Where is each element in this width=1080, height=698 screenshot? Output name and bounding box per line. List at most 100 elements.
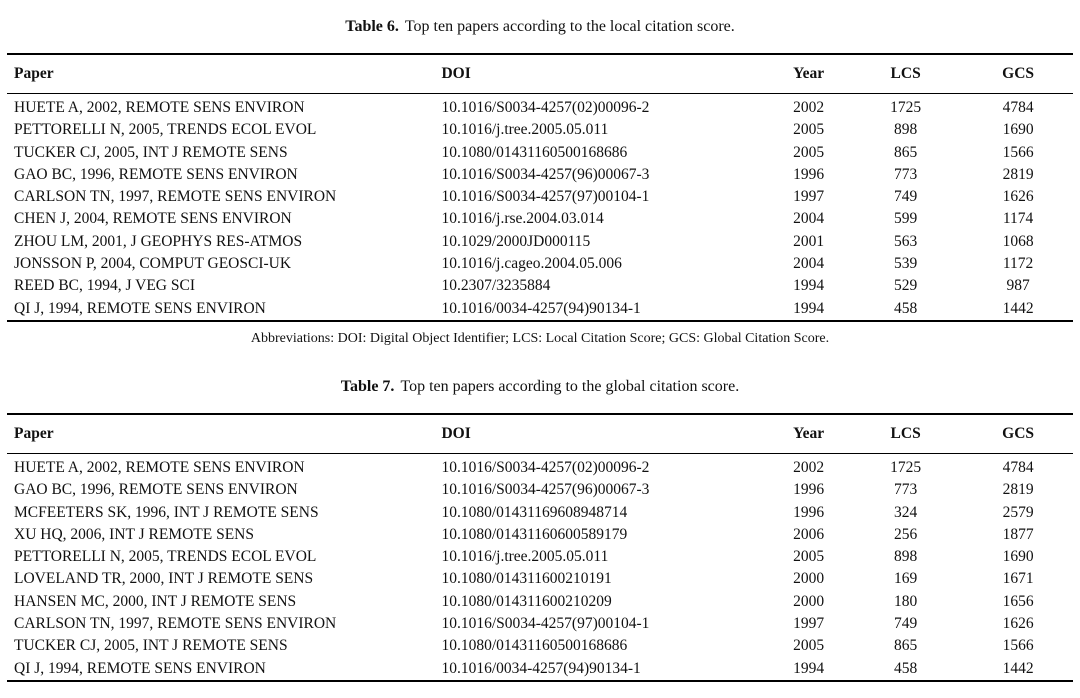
gcs-cell: 1442 (1002, 299, 1034, 317)
table-row: ZHOU LM, 2001, J GEOPHYS RES-ATMOS 10.10… (7, 231, 1073, 253)
gcs-cell: 1690 (1002, 548, 1034, 566)
table7-caption-label: Table 7. (340, 377, 395, 395)
year-cell: 2000 (793, 592, 825, 610)
doi-cell: 10.1016/j.tree.2005.05.011 (441, 548, 609, 566)
year-cell: 2006 (793, 525, 825, 543)
table-row: QI J, 1994, REMOTE SENS ENVIRON 10.1016/… (7, 298, 1073, 321)
paper-cell: MCFEETERS SK, 1996, INT J REMOTE SENS (14, 503, 319, 521)
table6-caption-label: Table 6. (345, 18, 399, 35)
year-cell: 2002 (793, 458, 825, 476)
column-header-year: Year (793, 65, 825, 82)
abbreviations-note: Abbreviations: DOI: Digital Object Ident… (250, 330, 830, 346)
doi-cell: 10.1016/S0034-4257(02)00096-2 (441, 458, 650, 476)
table-row: CHEN J, 2004, REMOTE SENS ENVIRON 10.101… (7, 208, 1073, 230)
local-citation-score-table: Paper DOI Year LCS GCS HUETE A, 2002, RE… (7, 53, 1073, 322)
table6-body: HUETE A, 2002, REMOTE SENS ENVIRON 10.10… (7, 94, 1073, 321)
table6-caption: Table 6. Top ten papers according to the … (7, 16, 1073, 38)
paper-cell: ZHOU LM, 2001, J GEOPHYS RES-ATMOS (14, 232, 303, 250)
year-cell: 2000 (793, 570, 825, 588)
year-cell: 1997 (793, 615, 825, 633)
year-cell: 2001 (793, 232, 825, 250)
doi-cell: 10.1016/S0034-4257(02)00096-2 (441, 99, 650, 116)
table-row: XU HQ, 2006, INT J REMOTE SENS 10.1080/0… (7, 524, 1073, 546)
paper-cell: CHEN J, 2004, REMOTE SENS ENVIRON (14, 210, 292, 228)
gcs-cell: 1174 (1002, 210, 1034, 228)
table-row: REED BC, 1994, J VEG SCI 10.2307/3235884… (7, 275, 1073, 297)
gcs-cell: 987 (1006, 277, 1030, 295)
table7-caption: Table 7. Top ten papers according to the … (7, 376, 1073, 398)
doi-cell: 10.1016/S0034-4257(97)00104-1 (441, 188, 650, 206)
doi-cell: 10.2307/3235884 (441, 277, 551, 295)
paper-cell: GAO BC, 1996, REMOTE SENS ENVIRON (14, 481, 298, 499)
column-header-lcs: LCS (890, 65, 921, 82)
year-cell: 1994 (793, 299, 825, 317)
table-row: GAO BC, 1996, REMOTE SENS ENVIRON 10.101… (7, 479, 1073, 501)
gcs-cell: 2579 (1002, 503, 1034, 521)
year-cell: 2005 (793, 548, 825, 566)
paper-cell: QI J, 1994, REMOTE SENS ENVIRON (14, 659, 266, 677)
column-header-doi: DOI (441, 65, 471, 82)
gcs-cell: 1442 (1002, 659, 1034, 677)
table-row: CARLSON TN, 1997, REMOTE SENS ENVIRON 10… (7, 613, 1073, 635)
table-row: TUCKER CJ, 2005, INT J REMOTE SENS 10.10… (7, 635, 1073, 657)
lcs-cell: 898 (893, 548, 918, 566)
gcs-cell: 2819 (1002, 165, 1034, 183)
gcs-cell: 2819 (1002, 481, 1034, 499)
year-cell: 2005 (793, 637, 825, 655)
lcs-cell: 1725 (890, 458, 922, 476)
paper-cell: HANSEN MC, 2000, INT J REMOTE SENS (14, 592, 297, 610)
year-cell: 1994 (793, 659, 825, 677)
gcs-cell: 1671 (1002, 570, 1034, 588)
paper-cell: LOVELAND TR, 2000, INT J REMOTE SENS (14, 570, 314, 588)
paper-cell: XU HQ, 2006, INT J REMOTE SENS (14, 525, 254, 543)
lcs-cell: 749 (893, 615, 918, 633)
table6-caption-text: Top ten papers according to the local ci… (404, 18, 735, 35)
doi-cell: 10.1016/S0034-4257(96)00067-3 (441, 165, 650, 183)
lcs-cell: 865 (893, 143, 918, 161)
paper-cell: HUETE A, 2002, REMOTE SENS ENVIRON (14, 99, 305, 116)
gcs-cell: 1877 (1002, 525, 1034, 543)
lcs-cell: 1725 (890, 99, 922, 116)
gcs-cell: 4784 (1002, 99, 1034, 116)
year-cell: 1997 (793, 188, 825, 206)
table-row: LOVELAND TR, 2000, INT J REMOTE SENS 10.… (7, 568, 1073, 590)
doi-cell: 10.1016/0034-4257(94)90134-1 (441, 659, 641, 677)
column-header-paper: Paper (14, 65, 54, 82)
column-header-year: Year (793, 424, 825, 442)
gcs-cell: 1656 (1002, 592, 1034, 610)
paper-cell: HUETE A, 2002, REMOTE SENS ENVIRON (14, 458, 305, 476)
doi-cell: 10.1080/01431160500168686 (441, 143, 628, 161)
lcs-cell: 749 (893, 188, 918, 206)
paper-cell: TUCKER CJ, 2005, INT J REMOTE SENS (14, 143, 288, 161)
column-header-lcs: LCS (890, 424, 921, 442)
lcs-cell: 539 (893, 255, 918, 273)
gcs-cell: 1690 (1002, 121, 1034, 139)
paper-cell: TUCKER CJ, 2005, INT J REMOTE SENS (14, 637, 288, 655)
doi-cell: 10.1029/2000JD000115 (441, 232, 591, 250)
column-header-gcs: GCS (1002, 424, 1035, 442)
doi-cell: 10.1016/S0034-4257(97)00104-1 (441, 615, 650, 633)
year-cell: 2004 (793, 210, 825, 228)
table-row: PETTORELLI N, 2005, TRENDS ECOL EVOL 10.… (7, 119, 1073, 141)
paper-cell: PETTORELLI N, 2005, TRENDS ECOL EVOL (14, 548, 317, 566)
lcs-cell: 256 (893, 525, 918, 543)
paper-cell: CARLSON TN, 1997, REMOTE SENS ENVIRON (14, 188, 337, 206)
gcs-cell: 4784 (1002, 458, 1034, 476)
lcs-cell: 773 (893, 165, 918, 183)
column-header-doi: DOI (441, 424, 471, 442)
table7-caption-text: Top ten papers according to the global c… (400, 377, 740, 395)
doi-cell: 10.1080/01431160500168686 (441, 637, 628, 655)
doi-cell: 10.1080/014311600210209 (441, 592, 612, 610)
table7-body: HUETE A, 2002, REMOTE SENS ENVIRON 10.10… (7, 453, 1073, 680)
doi-cell: 10.1016/S0034-4257(96)00067-3 (441, 481, 650, 499)
year-cell: 1996 (793, 481, 825, 499)
table-row: HUETE A, 2002, REMOTE SENS ENVIRON 10.10… (7, 94, 1073, 120)
lcs-cell: 458 (893, 659, 918, 677)
year-cell: 2005 (793, 121, 825, 139)
paper-cell: JONSSON P, 2004, COMPUT GEOSCI-UK (14, 255, 292, 273)
paper-cell: CARLSON TN, 1997, REMOTE SENS ENVIRON (14, 615, 337, 633)
year-cell: 1996 (793, 503, 825, 521)
doi-cell: 10.1080/014311600210191 (441, 570, 612, 588)
gcs-cell: 1626 (1002, 188, 1034, 206)
